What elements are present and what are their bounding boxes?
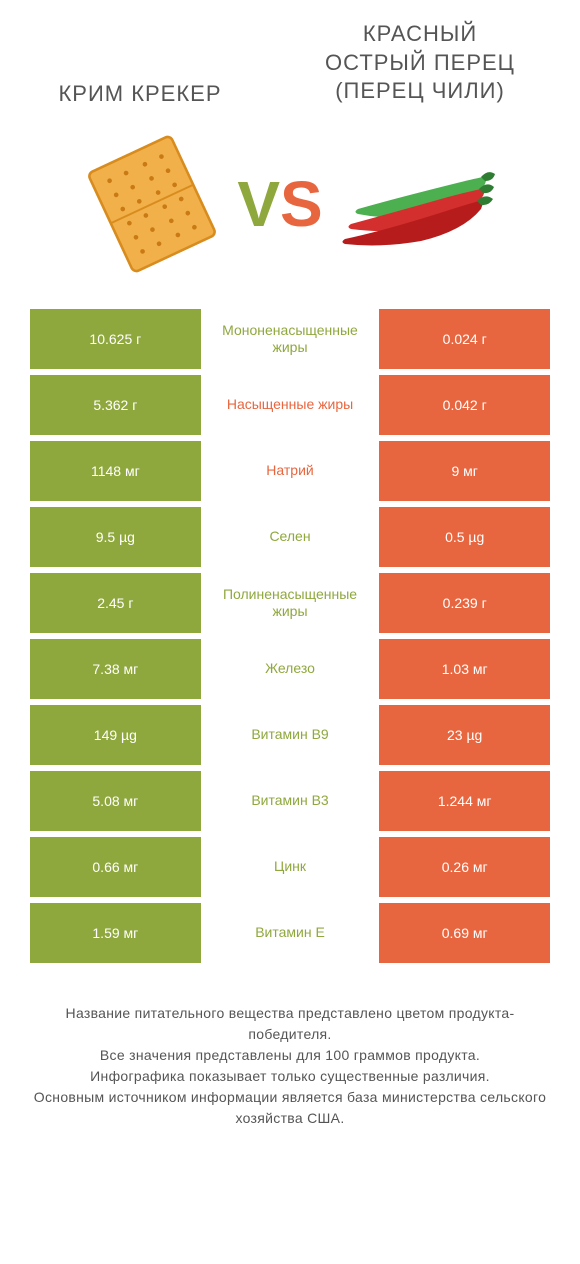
table-row: 2.45 гПолиненасыщенные жиры0.239 г [30,573,550,633]
table-row: 5.362 гНасыщенные жиры0.042 г [30,375,550,435]
value-left: 0.66 мг [30,837,201,897]
comparison-images: VS [10,129,570,279]
table-row: 1.59 мгВитамин E0.69 мг [30,903,550,963]
table-row: 10.625 гМононенасыщенные жиры0.024 г [30,309,550,369]
table-row: 1148 мгНатрий9 мг [30,441,550,501]
table-row: 149 µgВитамин B923 µg [30,705,550,765]
table-row: 5.08 мгВитамин B31.244 мг [30,771,550,831]
value-right: 1.244 мг [379,771,550,831]
value-left: 2.45 г [30,573,201,633]
title-right: Красный острый перец (перец чили) [310,20,530,106]
cracker-icon [77,129,227,279]
footer-notes: Название питательного вещества представл… [10,1003,570,1129]
table-row: 7.38 мгЖелезо1.03 мг [30,639,550,699]
value-left: 1148 мг [30,441,201,501]
value-right: 0.26 мг [379,837,550,897]
value-right: 1.03 мг [379,639,550,699]
value-left: 1.59 мг [30,903,201,963]
vs-v: V [237,168,280,240]
nutrient-label: Полиненасыщенные жиры [201,573,380,633]
nutrient-label: Витамин B3 [201,771,380,831]
nutrient-label: Железо [201,639,380,699]
value-left: 7.38 мг [30,639,201,699]
footer-line: Все значения представлены для 100 граммо… [30,1045,550,1066]
value-left: 149 µg [30,705,201,765]
vs-label: VS [237,167,322,241]
value-right: 23 µg [379,705,550,765]
nutrient-label: Насыщенные жиры [201,375,380,435]
value-left: 10.625 г [30,309,201,369]
nutrient-label: Витамин B9 [201,705,380,765]
value-left: 5.08 мг [30,771,201,831]
nutrient-label: Селен [201,507,380,567]
value-right: 0.5 µg [379,507,550,567]
value-left: 9.5 µg [30,507,201,567]
header-titles: Крим Крекер Красный острый перец (перец … [10,20,570,109]
value-left: 5.362 г [30,375,201,435]
nutrient-label: Цинк [201,837,380,897]
footer-line: Основным источником информации является … [30,1087,550,1129]
table-row: 9.5 µgСелен0.5 µg [30,507,550,567]
nutrition-table: 10.625 гМононенасыщенные жиры0.024 г5.36… [30,309,550,963]
vs-s: S [280,168,323,240]
title-left: Крим Крекер [50,80,230,109]
value-right: 9 мг [379,441,550,501]
nutrient-label: Мононенасыщенные жиры [201,309,380,369]
value-right: 0.024 г [379,309,550,369]
infographic-container: Крим Крекер Красный острый перец (перец … [0,0,580,1149]
peppers-icon [333,144,503,264]
value-right: 0.239 г [379,573,550,633]
value-right: 0.042 г [379,375,550,435]
table-row: 0.66 мгЦинк0.26 мг [30,837,550,897]
nutrient-label: Витамин E [201,903,380,963]
value-right: 0.69 мг [379,903,550,963]
footer-line: Название питательного вещества представл… [30,1003,550,1045]
footer-line: Инфографика показывает только существенн… [30,1066,550,1087]
nutrient-label: Натрий [201,441,380,501]
